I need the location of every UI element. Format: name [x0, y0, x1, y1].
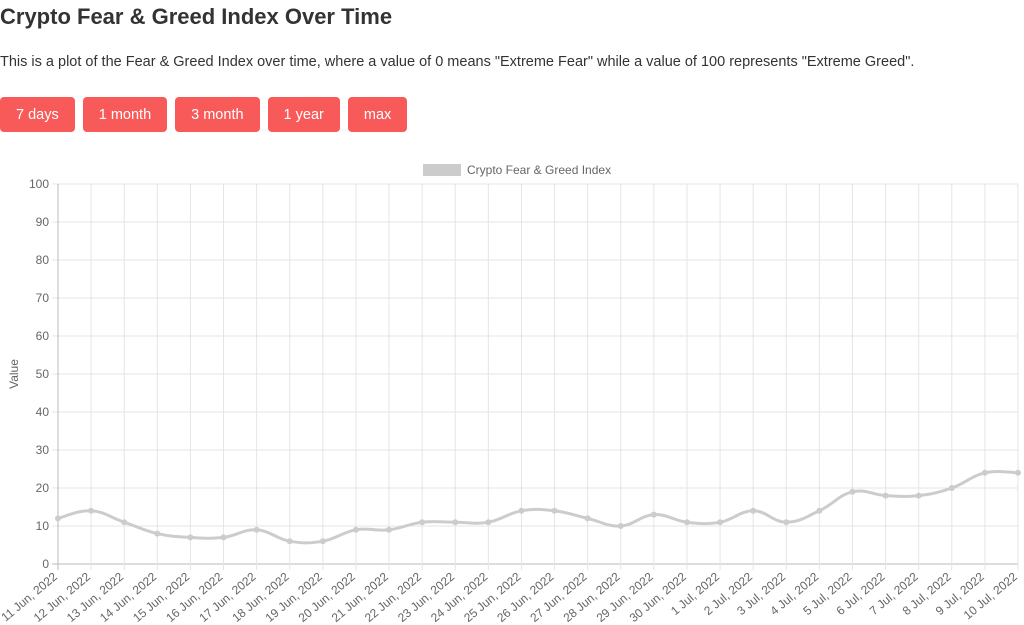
y-tick-label: 90	[36, 215, 50, 229]
range-button[interactable]: 7 days	[0, 97, 75, 132]
data-point	[352, 526, 359, 533]
data-line	[57, 469, 1019, 545]
y-tick-label: 50	[36, 367, 50, 381]
legend-swatch	[423, 164, 461, 176]
y-tick-label: 30	[36, 443, 50, 457]
range-button[interactable]: 1 month	[82, 97, 168, 132]
range-buttons: 7 days 1 month 3 month 1 year max	[0, 97, 408, 132]
data-point	[650, 511, 657, 518]
data-point	[750, 507, 757, 514]
y-tick-label: 60	[36, 329, 50, 343]
data-point	[849, 488, 856, 495]
data-point	[253, 526, 260, 533]
data-point	[783, 519, 790, 526]
description: This is a plot of the Fear & Greed Index…	[0, 54, 915, 70]
data-point	[717, 519, 724, 526]
data-point	[452, 519, 459, 526]
y-axis-title: Value	[7, 359, 21, 389]
range-button[interactable]: 1 year	[267, 97, 340, 132]
data-point	[121, 519, 128, 526]
y-tick-label: 20	[36, 481, 50, 495]
data-point	[584, 515, 591, 522]
data-point	[1015, 469, 1021, 476]
data-point	[187, 534, 194, 541]
data-point	[88, 507, 95, 514]
page-title: Crypto Fear & Greed Index Over Time	[0, 4, 393, 29]
data-point	[882, 492, 889, 499]
data-point	[816, 507, 823, 514]
y-tick-label: 80	[36, 253, 50, 267]
data-point	[683, 519, 690, 526]
data-point	[617, 523, 624, 529]
data-point	[55, 515, 61, 522]
y-tick-label: 0	[42, 557, 49, 571]
range-button[interactable]: max	[347, 97, 408, 132]
data-point	[154, 530, 161, 537]
data-point	[286, 538, 293, 545]
data-point	[386, 526, 393, 533]
data-point	[981, 469, 988, 476]
range-button[interactable]: 3 month	[175, 97, 260, 132]
y-tick-label: 70	[36, 291, 50, 305]
data-point	[915, 492, 922, 499]
data-point	[948, 485, 955, 491]
y-tick-label: 10	[36, 519, 50, 533]
data-point	[518, 507, 525, 514]
y-tick-label: 100	[29, 177, 49, 191]
data-point	[551, 507, 558, 514]
legend-label: Crypto Fear & Greed Index	[467, 163, 611, 177]
data-point	[419, 519, 426, 526]
data-point	[485, 519, 492, 526]
data-point	[319, 538, 326, 545]
data-point	[220, 534, 227, 541]
y-tick-label: 40	[36, 405, 50, 419]
